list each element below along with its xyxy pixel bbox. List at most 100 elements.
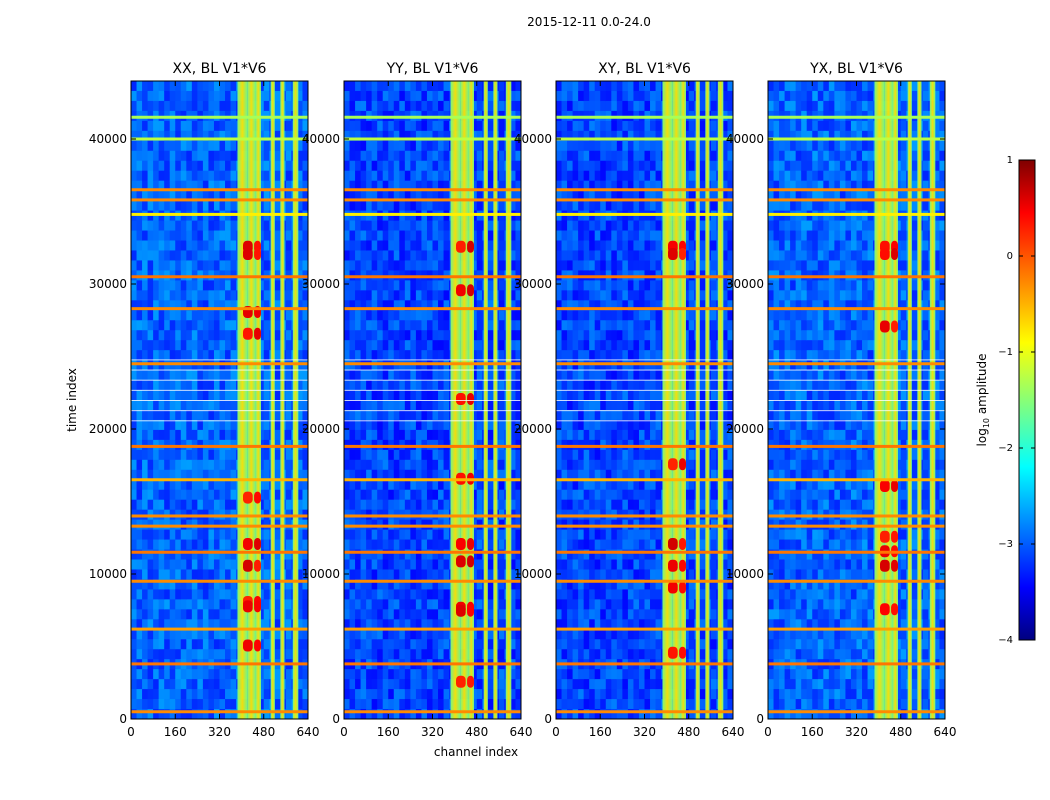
noise-cell — [443, 539, 450, 551]
noise-cell — [583, 160, 590, 172]
noise-cell — [561, 130, 568, 142]
noise-cell — [421, 499, 428, 511]
noise-cell — [349, 639, 356, 650]
noise-cell — [572, 429, 579, 441]
noise-cell — [296, 649, 304, 660]
noise-cell — [600, 220, 607, 232]
noise-cell — [360, 499, 367, 511]
noise-cell — [219, 320, 226, 331]
x-tick-label: 320 — [421, 725, 444, 739]
noise-cell — [202, 260, 210, 272]
noise-cell — [142, 140, 149, 152]
noise-cell — [589, 230, 596, 242]
noise-cell — [498, 170, 506, 182]
noise-cell — [180, 529, 187, 541]
noise-cell — [258, 689, 265, 700]
noise-cell — [578, 310, 585, 321]
noise-cell — [583, 250, 590, 262]
noise-cell — [410, 479, 417, 491]
noise-cell — [509, 240, 517, 252]
noise-cell — [274, 120, 281, 132]
noise-cell — [191, 429, 198, 441]
noise-cell — [415, 330, 423, 341]
noise-cell — [605, 130, 612, 142]
noise-cell — [443, 619, 450, 630]
noise-cell — [421, 390, 428, 401]
noise-cell — [175, 449, 182, 461]
noise-cell — [471, 649, 478, 660]
noise-cell — [147, 529, 154, 541]
noise-cell — [561, 190, 568, 202]
noise-cell — [191, 280, 198, 291]
thin-line — [131, 379, 308, 381]
noise-cell — [578, 559, 585, 571]
strong-patch — [467, 393, 474, 405]
noise-cell — [388, 380, 395, 391]
noise-cell — [471, 100, 478, 112]
noise-cell — [561, 529, 568, 541]
noise-cell — [296, 419, 304, 431]
noise-cell — [258, 479, 265, 491]
noise-cell — [213, 140, 221, 152]
noise-cell — [578, 400, 585, 411]
noise-cell — [426, 629, 434, 640]
noise-cell — [136, 699, 143, 710]
noise-cell — [388, 310, 395, 321]
noise-cell — [426, 400, 434, 411]
noise-cell — [169, 260, 176, 272]
rfi-line — [344, 198, 521, 202]
noise-cell — [498, 609, 506, 620]
noise-cell — [349, 679, 356, 690]
noise-cell — [142, 469, 149, 481]
noise-cell — [487, 609, 494, 620]
noise-cell — [302, 100, 308, 112]
noise-cell — [421, 340, 428, 351]
noise-cell — [285, 180, 293, 192]
noise-cell — [263, 669, 270, 680]
noise-cell — [567, 709, 574, 719]
noise-cell — [578, 539, 585, 551]
noise-cell — [136, 290, 143, 301]
noise-cell — [349, 160, 356, 172]
noise-cell — [213, 280, 221, 291]
noise-cell — [263, 340, 270, 351]
noise-cell — [147, 679, 154, 690]
noise-cell — [561, 200, 568, 212]
noise-cell — [388, 679, 395, 690]
noise-cell — [274, 310, 281, 321]
noise-cell — [572, 380, 579, 391]
noise-cell — [136, 669, 143, 680]
noise-cell — [147, 619, 154, 630]
noise-cell — [263, 539, 270, 551]
noise-cell — [169, 320, 176, 331]
rfi-line — [131, 275, 308, 279]
noise-cell — [213, 409, 221, 421]
noise-cell — [600, 160, 607, 172]
noise-cell — [219, 120, 226, 132]
noise-cell — [415, 280, 423, 291]
noise-cell — [344, 120, 351, 132]
noise-cell — [393, 340, 400, 351]
noise-cell — [153, 649, 160, 660]
noise-cell — [164, 449, 171, 461]
noise-cell — [302, 629, 308, 640]
noise-cell — [158, 370, 165, 381]
noise-cell — [274, 679, 281, 690]
noise-cell — [136, 709, 143, 719]
noise-cell — [388, 709, 395, 719]
noise-cell — [589, 529, 596, 541]
noise-cell — [191, 449, 198, 461]
noise-cell — [258, 549, 265, 561]
noise-cell — [589, 81, 596, 92]
noise-cell — [399, 81, 406, 92]
noise-cell — [594, 559, 601, 571]
noise-cell — [153, 489, 160, 501]
noise-cell — [355, 569, 362, 581]
noise-cell — [611, 479, 618, 491]
noise-cell — [158, 569, 165, 581]
noise-cell — [202, 429, 210, 441]
noise-cell — [158, 360, 165, 371]
noise-cell — [432, 180, 439, 192]
noise-cell — [360, 649, 367, 660]
noise-cell — [263, 220, 270, 232]
